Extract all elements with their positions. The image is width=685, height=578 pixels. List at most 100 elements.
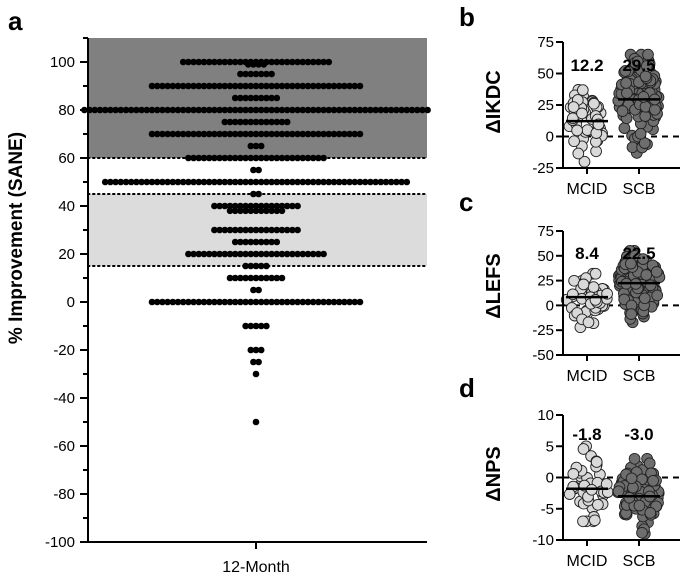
sane-dot <box>320 106 327 114</box>
sane-dot <box>200 130 208 138</box>
sane-dot <box>169 298 177 306</box>
sane-dot <box>231 130 239 138</box>
sane-dot <box>273 298 281 306</box>
sane-dot <box>278 106 286 114</box>
sane-dot <box>211 154 218 162</box>
sane-dot <box>237 238 244 246</box>
sane-dot <box>185 250 192 258</box>
panel-c-mcid-point <box>587 281 600 293</box>
panel-d-mcid-point <box>577 443 590 455</box>
sane-dot <box>190 58 197 66</box>
sane-dot <box>398 178 405 186</box>
sane-dot <box>205 82 213 90</box>
sane-dot <box>242 70 249 78</box>
sane-dot <box>257 82 265 90</box>
sane-dot <box>320 130 327 138</box>
sane-dot <box>320 82 327 90</box>
sane-dot <box>237 226 244 234</box>
sane-dot <box>252 202 260 210</box>
sane-dot <box>278 207 286 215</box>
panel-d-tick-label: 0 <box>546 470 554 487</box>
sane-dot <box>231 106 239 114</box>
sane-dot <box>351 298 359 306</box>
sane-dot <box>179 298 187 306</box>
sane-dot <box>356 106 364 114</box>
sane-dot <box>247 70 255 78</box>
sane-dot <box>190 250 197 258</box>
sane-dot <box>367 178 374 186</box>
sane-dot <box>304 130 312 138</box>
sane-dot <box>247 262 255 270</box>
sane-dot <box>346 106 353 114</box>
sane-dot <box>273 154 281 162</box>
sane-dot <box>393 178 400 186</box>
sane-dot <box>221 154 229 162</box>
sane-dot <box>164 298 171 306</box>
sane-dot <box>242 322 249 330</box>
panel-b-mcid-point <box>567 101 580 113</box>
sane-dot <box>242 226 249 234</box>
sane-dot <box>263 207 270 215</box>
sane-dot <box>257 178 265 186</box>
sane-dot <box>211 202 218 210</box>
panel-c-scb-point <box>624 257 637 270</box>
sane-dot <box>237 82 244 90</box>
sane-dot <box>294 250 301 258</box>
sane-dot <box>263 118 270 126</box>
sane-dot <box>179 106 187 114</box>
sane-dot <box>283 202 291 210</box>
sane-dot <box>278 118 286 126</box>
sane-dot <box>283 226 291 234</box>
panel-c-scb-mean-label: 22.5 <box>622 244 655 263</box>
sane-dot <box>263 322 270 330</box>
sane-dot <box>309 298 317 306</box>
sane-dot <box>263 70 270 78</box>
sane-dot <box>255 61 262 68</box>
sane-dot <box>273 130 281 138</box>
sane-dot <box>304 106 312 114</box>
sane-dot <box>195 82 203 90</box>
panel-c-tick-label: 25 <box>537 273 554 290</box>
sane-dot <box>283 82 291 90</box>
sane-dot <box>252 298 260 306</box>
panel-a-xlabel: 12-Month <box>222 559 290 576</box>
sane-dot <box>304 178 312 186</box>
sane-dot <box>257 202 265 210</box>
sane-dot <box>242 274 249 282</box>
panel-d-tick-label: -5 <box>541 501 554 518</box>
sane-dot <box>263 250 270 258</box>
sane-dot <box>221 250 229 258</box>
panel-c-category-mcid: MCID <box>567 368 608 385</box>
panel-b-scb-point <box>616 105 629 117</box>
panel-a-tick-label: 100 <box>50 54 75 71</box>
panel-c-scb-point <box>625 308 638 320</box>
sane-dot <box>283 250 291 258</box>
sane-dot <box>325 178 333 186</box>
sane-dot <box>164 178 171 186</box>
sane-dot <box>221 226 229 234</box>
sane-dot <box>273 226 281 234</box>
sane-dot <box>403 178 411 186</box>
sane-dot <box>341 298 348 306</box>
sane-dot <box>153 178 161 186</box>
sane-dot <box>216 178 223 186</box>
sane-dot <box>205 106 213 114</box>
sane-dot <box>257 262 265 270</box>
sane-dot <box>211 58 218 66</box>
sane-dot <box>148 82 156 90</box>
sane-dot <box>294 178 301 186</box>
sane-dot <box>289 250 296 258</box>
sane-dot <box>250 190 257 198</box>
sane-dot <box>247 82 255 90</box>
sane-dot <box>263 238 270 246</box>
sane-dot <box>169 130 177 138</box>
sane-dot <box>387 178 395 186</box>
panel-c-mcid-mean-label: 8.4 <box>575 244 599 263</box>
sane-dot <box>268 202 275 210</box>
sane-dot <box>190 178 197 186</box>
sane-dot <box>346 82 353 90</box>
sane-dot <box>315 130 322 138</box>
panel-b-ylabel: ΔIKDC <box>483 70 505 133</box>
sane-dot <box>231 238 239 246</box>
sane-dot <box>335 178 343 186</box>
